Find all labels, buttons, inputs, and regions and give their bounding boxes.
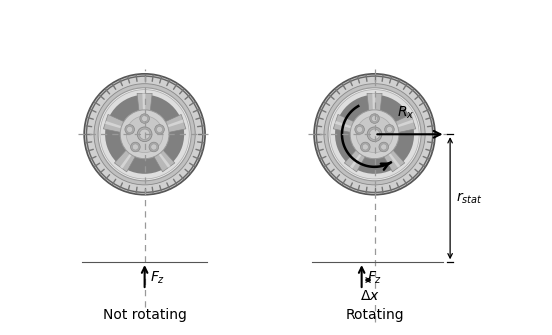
Polygon shape <box>384 147 400 168</box>
Circle shape <box>151 144 157 150</box>
Polygon shape <box>380 145 405 172</box>
Circle shape <box>356 116 393 152</box>
Circle shape <box>155 125 164 134</box>
Wedge shape <box>339 95 375 134</box>
Polygon shape <box>114 145 139 172</box>
Circle shape <box>328 88 421 181</box>
Wedge shape <box>110 95 145 134</box>
Circle shape <box>132 144 139 150</box>
Circle shape <box>100 90 189 179</box>
Circle shape <box>362 144 368 150</box>
Circle shape <box>324 84 425 185</box>
Wedge shape <box>128 134 162 174</box>
Polygon shape <box>120 148 136 169</box>
Circle shape <box>125 125 135 134</box>
Circle shape <box>137 127 152 142</box>
Circle shape <box>120 110 169 159</box>
Polygon shape <box>105 121 129 130</box>
Circle shape <box>385 125 394 134</box>
Text: Rotating: Rotating <box>345 308 404 322</box>
Wedge shape <box>145 95 179 134</box>
Polygon shape <box>389 115 416 134</box>
Circle shape <box>355 125 364 134</box>
Circle shape <box>371 116 378 122</box>
Wedge shape <box>375 95 410 134</box>
Circle shape <box>330 90 419 179</box>
Polygon shape <box>161 120 184 129</box>
Text: $\Delta x$: $\Delta x$ <box>360 289 380 303</box>
Circle shape <box>126 116 163 152</box>
Polygon shape <box>344 145 369 172</box>
Circle shape <box>98 88 191 181</box>
Circle shape <box>149 142 158 152</box>
Wedge shape <box>335 129 375 162</box>
Text: $F_z$: $F_z$ <box>367 269 382 286</box>
Circle shape <box>157 126 163 132</box>
Polygon shape <box>160 115 186 134</box>
Wedge shape <box>357 134 392 174</box>
Circle shape <box>141 116 148 122</box>
Circle shape <box>370 114 379 123</box>
Text: $R_x$: $R_x$ <box>397 105 414 122</box>
Circle shape <box>350 110 399 159</box>
Polygon shape <box>142 93 145 117</box>
Wedge shape <box>145 129 184 162</box>
Polygon shape <box>350 148 365 169</box>
Circle shape <box>379 142 389 152</box>
Polygon shape <box>372 93 375 117</box>
Polygon shape <box>335 121 358 130</box>
Polygon shape <box>137 93 152 117</box>
Circle shape <box>126 126 132 132</box>
Text: $F_z$: $F_z$ <box>150 269 165 286</box>
Text: Not rotating: Not rotating <box>103 308 187 322</box>
Circle shape <box>357 126 363 132</box>
Polygon shape <box>154 147 171 168</box>
Circle shape <box>84 74 205 195</box>
Circle shape <box>94 84 195 185</box>
Circle shape <box>87 76 203 192</box>
Polygon shape <box>390 120 413 129</box>
Circle shape <box>314 74 435 195</box>
Circle shape <box>386 126 392 132</box>
Circle shape <box>369 129 380 139</box>
Circle shape <box>360 142 370 152</box>
Polygon shape <box>367 93 382 117</box>
Polygon shape <box>103 115 130 134</box>
Circle shape <box>367 127 382 142</box>
Circle shape <box>140 114 150 123</box>
Wedge shape <box>105 129 145 162</box>
Circle shape <box>381 144 387 150</box>
Wedge shape <box>375 129 414 162</box>
Polygon shape <box>151 145 175 172</box>
Polygon shape <box>333 115 360 134</box>
Text: $r_{stat}$: $r_{stat}$ <box>456 191 482 206</box>
Circle shape <box>140 129 150 139</box>
Circle shape <box>316 76 433 192</box>
Circle shape <box>131 142 140 152</box>
